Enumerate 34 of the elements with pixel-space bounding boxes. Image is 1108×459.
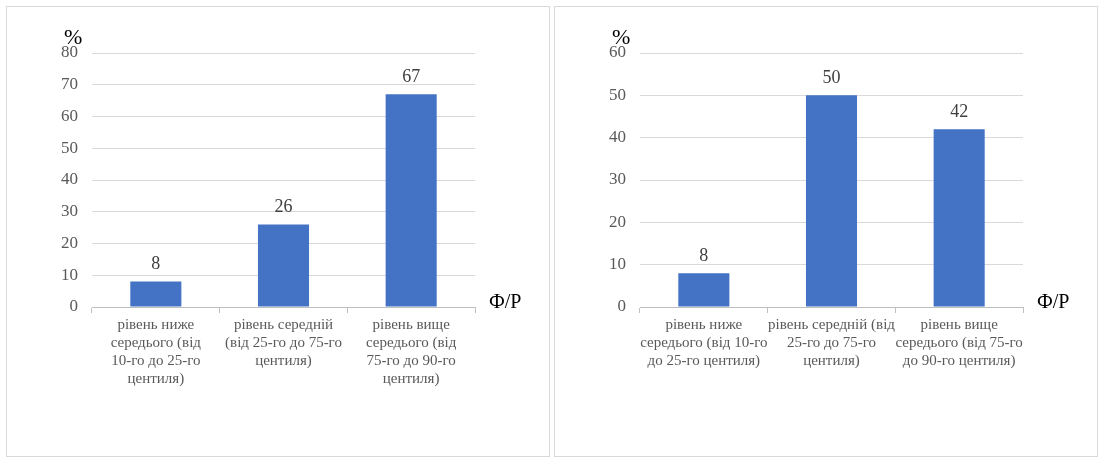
y-tick-label: 70 [61, 74, 78, 94]
bar [130, 281, 182, 307]
bar [678, 273, 730, 307]
bar [385, 94, 437, 307]
data-label: 67 [402, 66, 421, 87]
y-tick-label: 30 [609, 169, 626, 189]
y-tick-label: 40 [609, 127, 626, 147]
y-tick-label: 40 [61, 169, 78, 189]
bar [805, 95, 858, 307]
data-label: 8 [699, 244, 709, 265]
data-label: 42 [950, 100, 969, 121]
x-tick-label: рівень середній (від 25-го до 75-го центиля) [225, 315, 342, 369]
y-tick-label: 10 [609, 254, 626, 274]
y-tick-label: 0 [617, 296, 626, 316]
y-tick-label: 60 [61, 105, 78, 125]
x-tick-label: рівень вище середього (від 75-го до 90-го центиля) [895, 315, 1023, 369]
data-label: 50 [822, 67, 841, 88]
x-tick-label: рівень ниже середього (від 10-го до 25-го центиля) [640, 315, 768, 369]
x-tick-label: рівень середній (від 25-го до 75-го центиля) [768, 315, 896, 369]
y-tick-label: 50 [609, 84, 626, 104]
bar [257, 224, 310, 307]
y-tick-label: 20 [609, 211, 626, 231]
x-tick-label: рівень вище середього (від 75-го до 90-го центиля) [365, 315, 457, 387]
data-label: 8 [151, 253, 161, 274]
bar [933, 129, 985, 307]
x-axis-title: Ф/Р [1037, 290, 1070, 313]
x-axis-title: Ф/Р [489, 290, 522, 313]
y-tick-label: 30 [61, 201, 78, 221]
data-label: 26 [274, 196, 293, 217]
x-tick-label: рівень ниже середього (від 10-го до 25-го центиля) [110, 315, 202, 387]
y-tick-label: 10 [61, 264, 78, 284]
y-tick-label: 0 [69, 296, 78, 316]
y-tick-label: 20 [61, 232, 78, 252]
y-tick-label: 50 [61, 137, 78, 157]
